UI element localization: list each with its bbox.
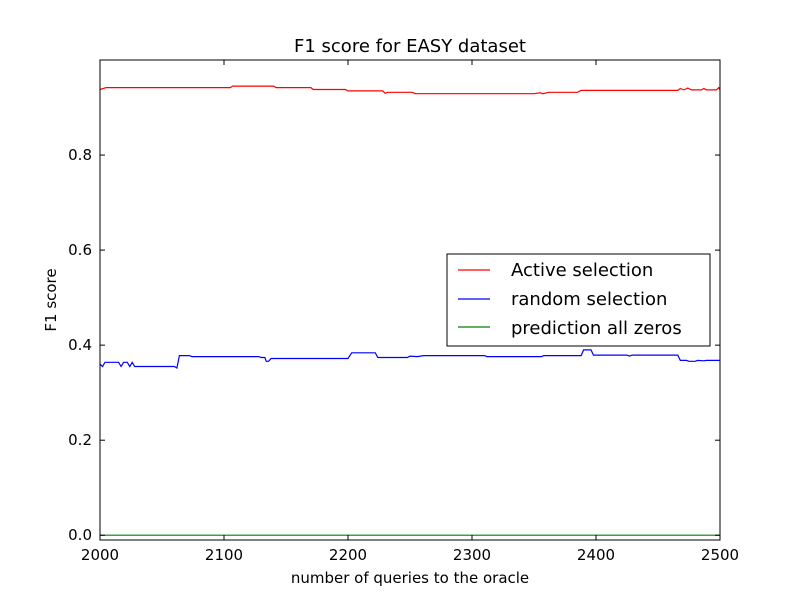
legend-label-zeros: prediction all zeros (511, 318, 682, 339)
chart-title: F1 score for EASY dataset (294, 36, 526, 57)
series-line-1 (99, 349, 720, 369)
x-axis-label: number of queries to the oracle (291, 569, 529, 587)
x-tick-label: 2400 (577, 546, 615, 564)
x-tick-label: 2500 (701, 546, 739, 564)
x-tick-label: 2000 (81, 546, 119, 564)
plot-frame (99, 59, 721, 541)
x-tick-label: 2100 (205, 546, 243, 564)
legend-label-random: random selection (511, 289, 667, 310)
y-tick-label: 0.6 (68, 241, 92, 259)
x-tick-label: 2200 (329, 546, 367, 564)
plot-lines (99, 85, 721, 536)
y-tick-label: 0.4 (68, 336, 92, 354)
y-tick-label: 0.0 (68, 526, 92, 544)
y-tick-label: 0.8 (68, 146, 92, 164)
legend-box (446, 253, 711, 347)
legend: Active selection random selection predic… (446, 253, 711, 347)
y-axis-label: F1 score (42, 268, 60, 331)
y-tick-label: 0.2 (68, 431, 92, 449)
legend-label-active: Active selection (511, 260, 653, 281)
x-axis-ticks: 2000 2100 2200 2300 2400 2500 (81, 60, 739, 564)
x-tick-label: 2300 (453, 546, 491, 564)
series-line-0 (99, 85, 721, 95)
y-axis-ticks: 0.0 0.2 0.4 0.6 0.8 (68, 146, 720, 544)
